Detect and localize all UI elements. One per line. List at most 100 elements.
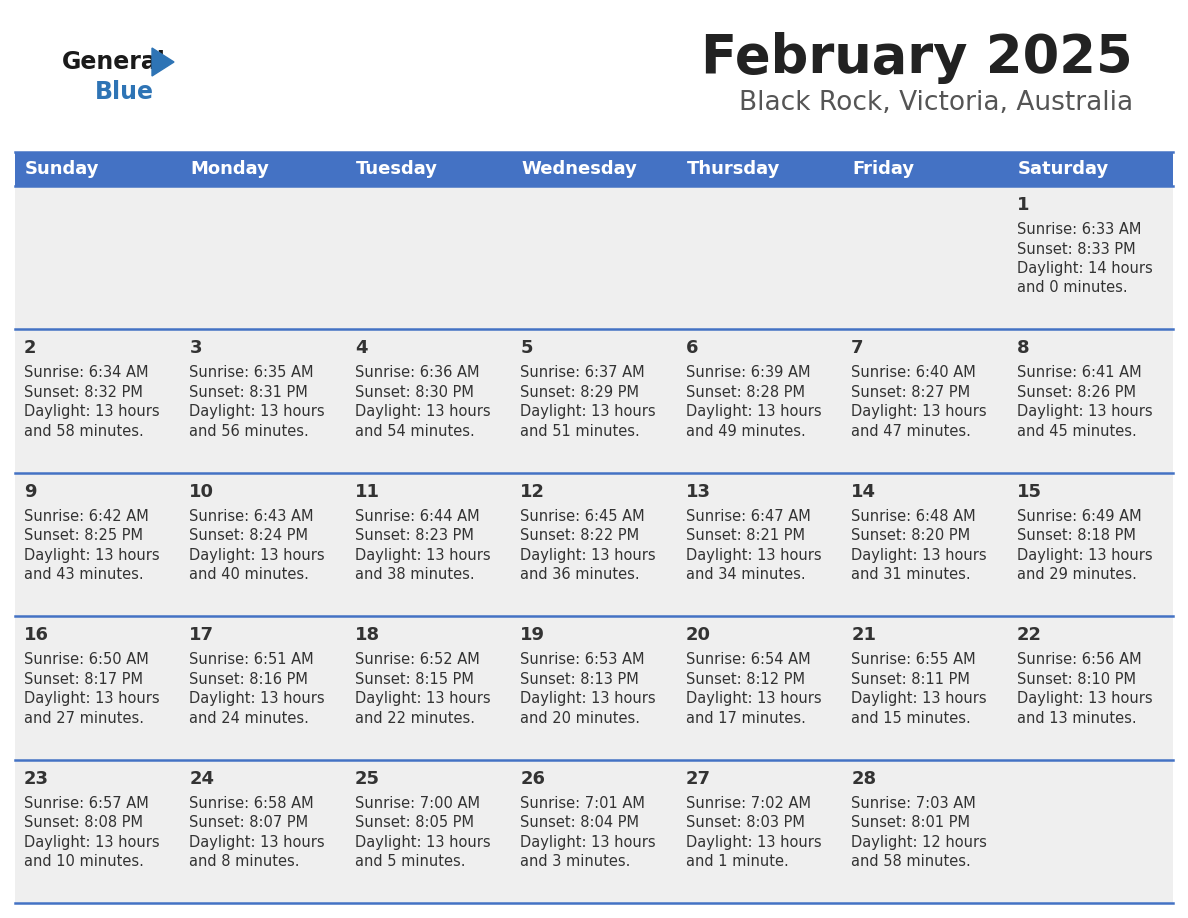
- Text: 11: 11: [355, 483, 380, 501]
- Text: Sunrise: 6:35 AM: Sunrise: 6:35 AM: [189, 365, 314, 380]
- Text: Sunrise: 6:44 AM: Sunrise: 6:44 AM: [355, 509, 480, 524]
- Text: Sunrise: 6:53 AM: Sunrise: 6:53 AM: [520, 652, 645, 667]
- Text: Daylight: 13 hours: Daylight: 13 hours: [355, 691, 491, 706]
- Text: and 10 minutes.: and 10 minutes.: [24, 854, 144, 869]
- Text: Sunrise: 6:34 AM: Sunrise: 6:34 AM: [24, 365, 148, 380]
- Text: Daylight: 13 hours: Daylight: 13 hours: [24, 834, 159, 849]
- Text: 21: 21: [851, 626, 876, 644]
- Text: Daylight: 13 hours: Daylight: 13 hours: [1017, 548, 1152, 563]
- Text: 2: 2: [24, 340, 37, 357]
- Text: Sunset: 8:05 PM: Sunset: 8:05 PM: [355, 815, 474, 830]
- Text: Daylight: 13 hours: Daylight: 13 hours: [851, 691, 987, 706]
- Text: Daylight: 13 hours: Daylight: 13 hours: [189, 405, 326, 420]
- Text: Daylight: 13 hours: Daylight: 13 hours: [189, 548, 326, 563]
- Text: Sunset: 8:16 PM: Sunset: 8:16 PM: [189, 672, 309, 687]
- Text: Daylight: 13 hours: Daylight: 13 hours: [520, 405, 656, 420]
- Text: 22: 22: [1017, 626, 1042, 644]
- Text: 9: 9: [24, 483, 37, 501]
- Text: and 58 minutes.: and 58 minutes.: [851, 854, 971, 869]
- Text: Monday: Monday: [190, 160, 270, 178]
- Text: Wednesday: Wednesday: [522, 160, 637, 178]
- Text: General: General: [62, 50, 166, 74]
- Text: 4: 4: [355, 340, 367, 357]
- Text: Sunrise: 6:42 AM: Sunrise: 6:42 AM: [24, 509, 148, 524]
- Text: Daylight: 13 hours: Daylight: 13 hours: [189, 691, 326, 706]
- Text: Sunset: 8:07 PM: Sunset: 8:07 PM: [189, 815, 309, 830]
- Bar: [15, 473, 1173, 616]
- Text: Daylight: 13 hours: Daylight: 13 hours: [24, 691, 159, 706]
- Text: and 38 minutes.: and 38 minutes.: [355, 567, 474, 582]
- Text: Daylight: 13 hours: Daylight: 13 hours: [851, 405, 987, 420]
- Text: Sunset: 8:28 PM: Sunset: 8:28 PM: [685, 385, 804, 400]
- Text: Sunset: 8:08 PM: Sunset: 8:08 PM: [24, 815, 143, 830]
- Text: Saturday: Saturday: [1018, 160, 1108, 178]
- Text: Sunrise: 6:36 AM: Sunrise: 6:36 AM: [355, 365, 479, 380]
- Text: Friday: Friday: [852, 160, 915, 178]
- Text: and 22 minutes.: and 22 minutes.: [355, 711, 475, 726]
- Text: and 20 minutes.: and 20 minutes.: [520, 711, 640, 726]
- Text: 6: 6: [685, 340, 699, 357]
- Text: and 1 minute.: and 1 minute.: [685, 854, 789, 869]
- Text: and 3 minutes.: and 3 minutes.: [520, 854, 631, 869]
- Text: Sunrise: 6:52 AM: Sunrise: 6:52 AM: [355, 652, 480, 667]
- Text: Daylight: 13 hours: Daylight: 13 hours: [189, 834, 326, 849]
- Text: 19: 19: [520, 626, 545, 644]
- Text: Sunrise: 7:03 AM: Sunrise: 7:03 AM: [851, 796, 975, 811]
- Text: Daylight: 13 hours: Daylight: 13 hours: [24, 548, 159, 563]
- Text: 27: 27: [685, 769, 710, 788]
- Text: Daylight: 13 hours: Daylight: 13 hours: [685, 691, 821, 706]
- Text: 8: 8: [1017, 340, 1029, 357]
- Text: and 51 minutes.: and 51 minutes.: [520, 424, 640, 439]
- Text: 16: 16: [24, 626, 49, 644]
- Text: Sunrise: 6:49 AM: Sunrise: 6:49 AM: [1017, 509, 1142, 524]
- Text: 26: 26: [520, 769, 545, 788]
- Text: 10: 10: [189, 483, 214, 501]
- Text: Daylight: 13 hours: Daylight: 13 hours: [685, 548, 821, 563]
- Text: 28: 28: [851, 769, 877, 788]
- Text: Sunrise: 6:40 AM: Sunrise: 6:40 AM: [851, 365, 975, 380]
- Text: and 15 minutes.: and 15 minutes.: [851, 711, 971, 726]
- Text: Sunset: 8:32 PM: Sunset: 8:32 PM: [24, 385, 143, 400]
- Text: Black Rock, Victoria, Australia: Black Rock, Victoria, Australia: [739, 90, 1133, 116]
- Text: 1: 1: [1017, 196, 1029, 214]
- Text: Sunset: 8:30 PM: Sunset: 8:30 PM: [355, 385, 474, 400]
- Text: Sunset: 8:22 PM: Sunset: 8:22 PM: [520, 528, 639, 543]
- Text: Sunset: 8:11 PM: Sunset: 8:11 PM: [851, 672, 971, 687]
- Text: Sunrise: 6:33 AM: Sunrise: 6:33 AM: [1017, 222, 1140, 237]
- Text: Sunrise: 6:43 AM: Sunrise: 6:43 AM: [189, 509, 314, 524]
- Text: Sunrise: 6:41 AM: Sunrise: 6:41 AM: [1017, 365, 1142, 380]
- Text: Tuesday: Tuesday: [356, 160, 438, 178]
- Bar: [15, 759, 1173, 903]
- Text: Blue: Blue: [95, 80, 154, 104]
- Text: Sunrise: 6:50 AM: Sunrise: 6:50 AM: [24, 652, 148, 667]
- Bar: [15, 186, 1173, 330]
- Text: Sunset: 8:13 PM: Sunset: 8:13 PM: [520, 672, 639, 687]
- Text: and 29 minutes.: and 29 minutes.: [1017, 567, 1137, 582]
- Text: Sunrise: 6:51 AM: Sunrise: 6:51 AM: [189, 652, 314, 667]
- Text: Sunset: 8:25 PM: Sunset: 8:25 PM: [24, 528, 143, 543]
- Text: Sunset: 8:03 PM: Sunset: 8:03 PM: [685, 815, 804, 830]
- Text: February 2025: February 2025: [701, 32, 1133, 84]
- Text: Sunrise: 6:55 AM: Sunrise: 6:55 AM: [851, 652, 975, 667]
- Bar: [15, 616, 1173, 759]
- Text: Daylight: 13 hours: Daylight: 13 hours: [355, 548, 491, 563]
- Text: Sunset: 8:33 PM: Sunset: 8:33 PM: [1017, 241, 1136, 256]
- Text: Sunrise: 6:58 AM: Sunrise: 6:58 AM: [189, 796, 314, 811]
- Text: Sunrise: 6:48 AM: Sunrise: 6:48 AM: [851, 509, 975, 524]
- Text: Daylight: 13 hours: Daylight: 13 hours: [685, 405, 821, 420]
- Text: and 24 minutes.: and 24 minutes.: [189, 711, 309, 726]
- Text: 24: 24: [189, 769, 214, 788]
- Text: Daylight: 13 hours: Daylight: 13 hours: [1017, 691, 1152, 706]
- Text: and 5 minutes.: and 5 minutes.: [355, 854, 466, 869]
- Text: 20: 20: [685, 626, 710, 644]
- Text: Sunset: 8:18 PM: Sunset: 8:18 PM: [1017, 528, 1136, 543]
- Text: Daylight: 13 hours: Daylight: 13 hours: [355, 834, 491, 849]
- Text: Thursday: Thursday: [687, 160, 781, 178]
- Text: Sunset: 8:15 PM: Sunset: 8:15 PM: [355, 672, 474, 687]
- Text: 5: 5: [520, 340, 532, 357]
- Text: and 58 minutes.: and 58 minutes.: [24, 424, 144, 439]
- Text: Sunset: 8:27 PM: Sunset: 8:27 PM: [851, 385, 971, 400]
- Text: and 45 minutes.: and 45 minutes.: [1017, 424, 1136, 439]
- Text: Daylight: 13 hours: Daylight: 13 hours: [520, 834, 656, 849]
- Text: 12: 12: [520, 483, 545, 501]
